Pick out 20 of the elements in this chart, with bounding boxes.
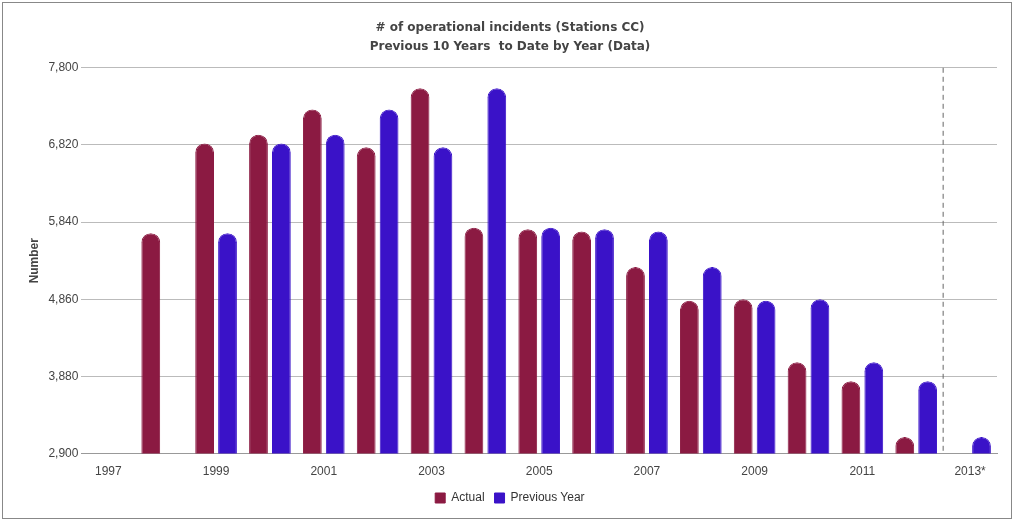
x-tick-label: 1999 xyxy=(202,464,230,479)
chart-title: # of operational incidents (Stations CC) xyxy=(375,20,645,35)
y-axis-title: Number xyxy=(26,237,41,284)
x-tick-label: 2007 xyxy=(633,464,661,479)
x-tick-label: 2011 xyxy=(849,464,876,479)
y-tick-label: 7,800 xyxy=(48,60,79,75)
y-tick-label: 2,900 xyxy=(48,445,79,460)
x-tick-label: 2013* xyxy=(954,464,987,479)
legend-label: Previous Year xyxy=(510,490,585,505)
y-tick-label: 4,860 xyxy=(48,291,79,306)
y-tick-label: 5,840 xyxy=(48,214,79,229)
x-tick-label: 2003 xyxy=(418,464,446,479)
y-tick-label: 3,880 xyxy=(48,368,79,383)
x-tick-label: 2005 xyxy=(525,464,553,479)
chart-subtitle: Previous 10 Years to Date by Year (Data) xyxy=(369,38,651,53)
y-tick-label: 6,820 xyxy=(48,137,79,152)
x-tick-label: 2001 xyxy=(310,464,338,479)
x-tick-label: 2009 xyxy=(741,464,769,479)
x-tick-label: 1997 xyxy=(95,464,123,479)
legend-label: Actual xyxy=(451,490,485,505)
